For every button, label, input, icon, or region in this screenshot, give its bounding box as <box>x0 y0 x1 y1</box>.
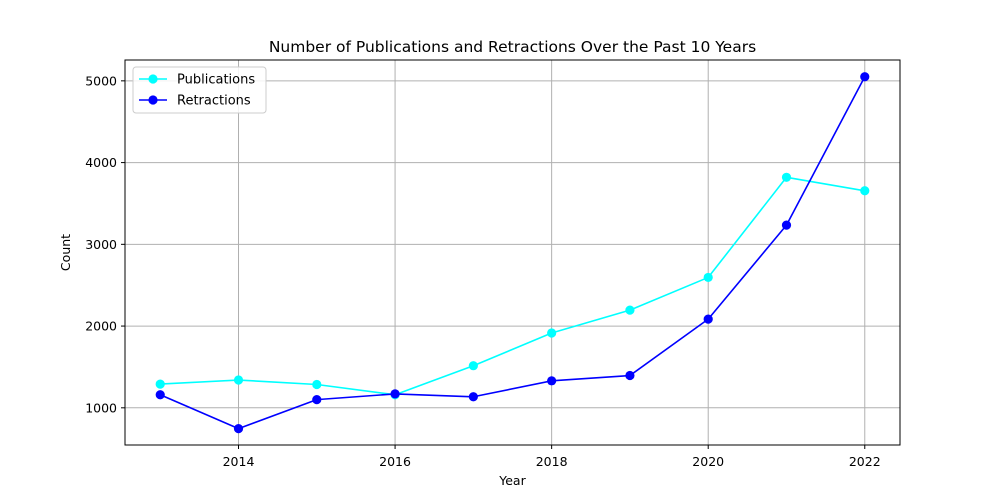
y-tick-label: 4000 <box>85 155 117 170</box>
chart-title: Number of Publications and Retractions O… <box>269 38 756 56</box>
publications-point <box>625 305 635 315</box>
retractions-point <box>781 220 792 230</box>
publications-point <box>155 379 165 389</box>
retractions-point <box>860 72 870 82</box>
publications-point <box>860 186 870 196</box>
retractions-line <box>159 76 866 430</box>
legend-label-retractions: Retractions <box>177 94 251 109</box>
legend-marker-retractions <box>148 95 158 105</box>
series <box>155 72 870 434</box>
y-tick-label: 5000 <box>85 73 117 88</box>
y-tick-label: 1000 <box>85 400 117 415</box>
retractions-point <box>468 392 478 402</box>
publications-point <box>703 272 713 283</box>
publications-point <box>468 361 478 371</box>
y-axis-label: Count <box>58 234 73 271</box>
retractions-point <box>390 389 400 399</box>
y-tick-label: 2000 <box>85 319 117 334</box>
retractions-point <box>155 390 165 400</box>
retractions-point <box>312 395 322 405</box>
retractions-series <box>155 72 870 434</box>
retractions-point <box>703 314 713 324</box>
publications-line <box>160 176 865 396</box>
x-tick-label: 2022 <box>849 454 881 469</box>
legend-label-publications: Publications <box>177 73 255 88</box>
publications-point <box>547 328 557 338</box>
retractions-point <box>625 370 635 381</box>
x-tick-label: 2014 <box>223 454 255 469</box>
axis-ticks: 2014 2016 2018 2020 2022 1000 2000 3000 4000 5000 <box>85 73 880 469</box>
publications-point <box>233 375 244 385</box>
publications-series <box>155 172 870 400</box>
publications-point <box>312 379 322 390</box>
x-tick-label: 2018 <box>536 454 568 469</box>
y-tick-label: 3000 <box>85 237 117 252</box>
grid <box>125 60 900 445</box>
x-tick-label: 2016 <box>379 454 411 469</box>
retractions-point <box>233 424 244 434</box>
publications-point <box>781 172 792 182</box>
plot-frame <box>124 59 901 446</box>
retractions-point <box>547 376 557 386</box>
legend-marker-publications <box>148 74 158 84</box>
x-axis-label: Year <box>498 473 526 488</box>
x-tick-label: 2020 <box>692 454 724 469</box>
legend: Publications Retractions <box>132 66 267 114</box>
